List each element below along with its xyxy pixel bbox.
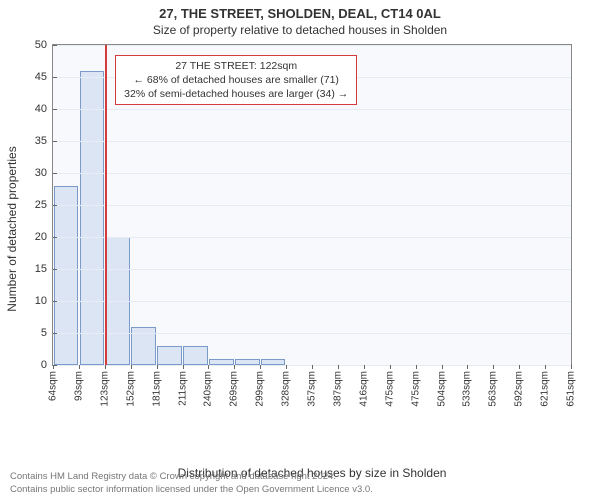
y-tick: 15: [35, 263, 53, 275]
x-tick-mark: [338, 365, 339, 369]
x-tick: 211sqm: [177, 371, 188, 406]
bar: [80, 71, 105, 365]
annotation-line: 32% of semi-detached houses are larger (…: [124, 87, 348, 101]
x-tick-mark: [442, 365, 443, 369]
title-block: 27, THE STREET, SHOLDEN, DEAL, CT14 0AL …: [0, 0, 600, 37]
x-tick: 181sqm: [151, 371, 162, 407]
x-tick-mark: [416, 365, 417, 369]
x-tick-mark: [260, 365, 261, 369]
x-tick-mark: [364, 365, 365, 369]
annotation-box: 27 THE STREET: 122sqm← 68% of detached h…: [115, 55, 357, 106]
x-tick: 357sqm: [307, 371, 318, 407]
gridline: [53, 301, 571, 302]
bar: [157, 346, 182, 365]
bar: [183, 346, 208, 365]
x-tick-mark: [312, 365, 313, 369]
x-tick-mark: [519, 365, 520, 369]
y-tick: 45: [35, 71, 53, 83]
bar: [54, 186, 79, 365]
x-tick: 416sqm: [358, 371, 369, 407]
x-tick-mark: [183, 365, 184, 369]
annotation-line: 27 THE STREET: 122sqm: [124, 59, 348, 73]
x-tick: 475sqm: [384, 371, 395, 407]
y-tick: 35: [35, 135, 53, 147]
gridline: [53, 333, 571, 334]
gridline: [53, 269, 571, 270]
y-tick: 0: [41, 359, 53, 371]
x-tick: 563sqm: [488, 371, 499, 407]
x-tick-mark: [545, 365, 546, 369]
x-tick: 299sqm: [255, 371, 266, 407]
x-tick: 387sqm: [332, 371, 343, 407]
x-tick-mark: [157, 365, 158, 369]
plot-area: 0510152025303540455064sqm93sqm123sqm152s…: [52, 44, 572, 366]
y-tick: 10: [35, 295, 53, 307]
y-tick: 25: [35, 199, 53, 211]
x-tick-mark: [53, 365, 54, 369]
y-tick: 40: [35, 103, 53, 115]
y-axis-label: Number of detached properties: [5, 146, 19, 311]
x-tick: 64sqm: [48, 371, 59, 401]
footer-line-1: Contains HM Land Registry data © Crown c…: [10, 471, 590, 483]
x-tick-mark: [467, 365, 468, 369]
x-tick: 592sqm: [514, 371, 525, 407]
x-tick: 533sqm: [462, 371, 473, 407]
x-tick: 240sqm: [203, 371, 214, 407]
annotation-line: ← 68% of detached houses are smaller (71…: [124, 73, 348, 87]
highlight-line: [105, 45, 107, 365]
x-tick: 475sqm: [410, 371, 421, 407]
gridline: [53, 237, 571, 238]
title-main: 27, THE STREET, SHOLDEN, DEAL, CT14 0AL: [0, 6, 600, 21]
gridline: [53, 45, 571, 46]
x-tick: 621sqm: [540, 371, 551, 407]
x-tick-mark: [390, 365, 391, 369]
y-tick: 5: [41, 327, 53, 339]
x-tick: 651sqm: [566, 371, 577, 407]
x-tick-mark: [571, 365, 572, 369]
x-tick-mark: [105, 365, 106, 369]
x-tick: 269sqm: [229, 371, 240, 407]
x-tick-mark: [234, 365, 235, 369]
y-tick: 20: [35, 231, 53, 243]
x-tick: 504sqm: [436, 371, 447, 407]
x-tick: 93sqm: [73, 371, 84, 401]
y-tick: 30: [35, 167, 53, 179]
x-tick: 328sqm: [281, 371, 292, 407]
gridline: [53, 141, 571, 142]
y-tick: 50: [35, 39, 53, 51]
gridline: [53, 205, 571, 206]
x-tick: 152sqm: [125, 371, 136, 407]
x-tick-mark: [131, 365, 132, 369]
x-tick: 123sqm: [99, 371, 110, 407]
footer-line-2: Contains public sector information licen…: [10, 484, 590, 496]
chart: Number of detached properties 0510152025…: [52, 44, 572, 414]
x-tick-mark: [208, 365, 209, 369]
x-tick-mark: [79, 365, 80, 369]
title-sub: Size of property relative to detached ho…: [0, 23, 600, 37]
gridline: [53, 109, 571, 110]
gridline: [53, 173, 571, 174]
x-tick-mark: [286, 365, 287, 369]
x-tick-mark: [493, 365, 494, 369]
footer: Contains HM Land Registry data © Crown c…: [0, 471, 600, 496]
